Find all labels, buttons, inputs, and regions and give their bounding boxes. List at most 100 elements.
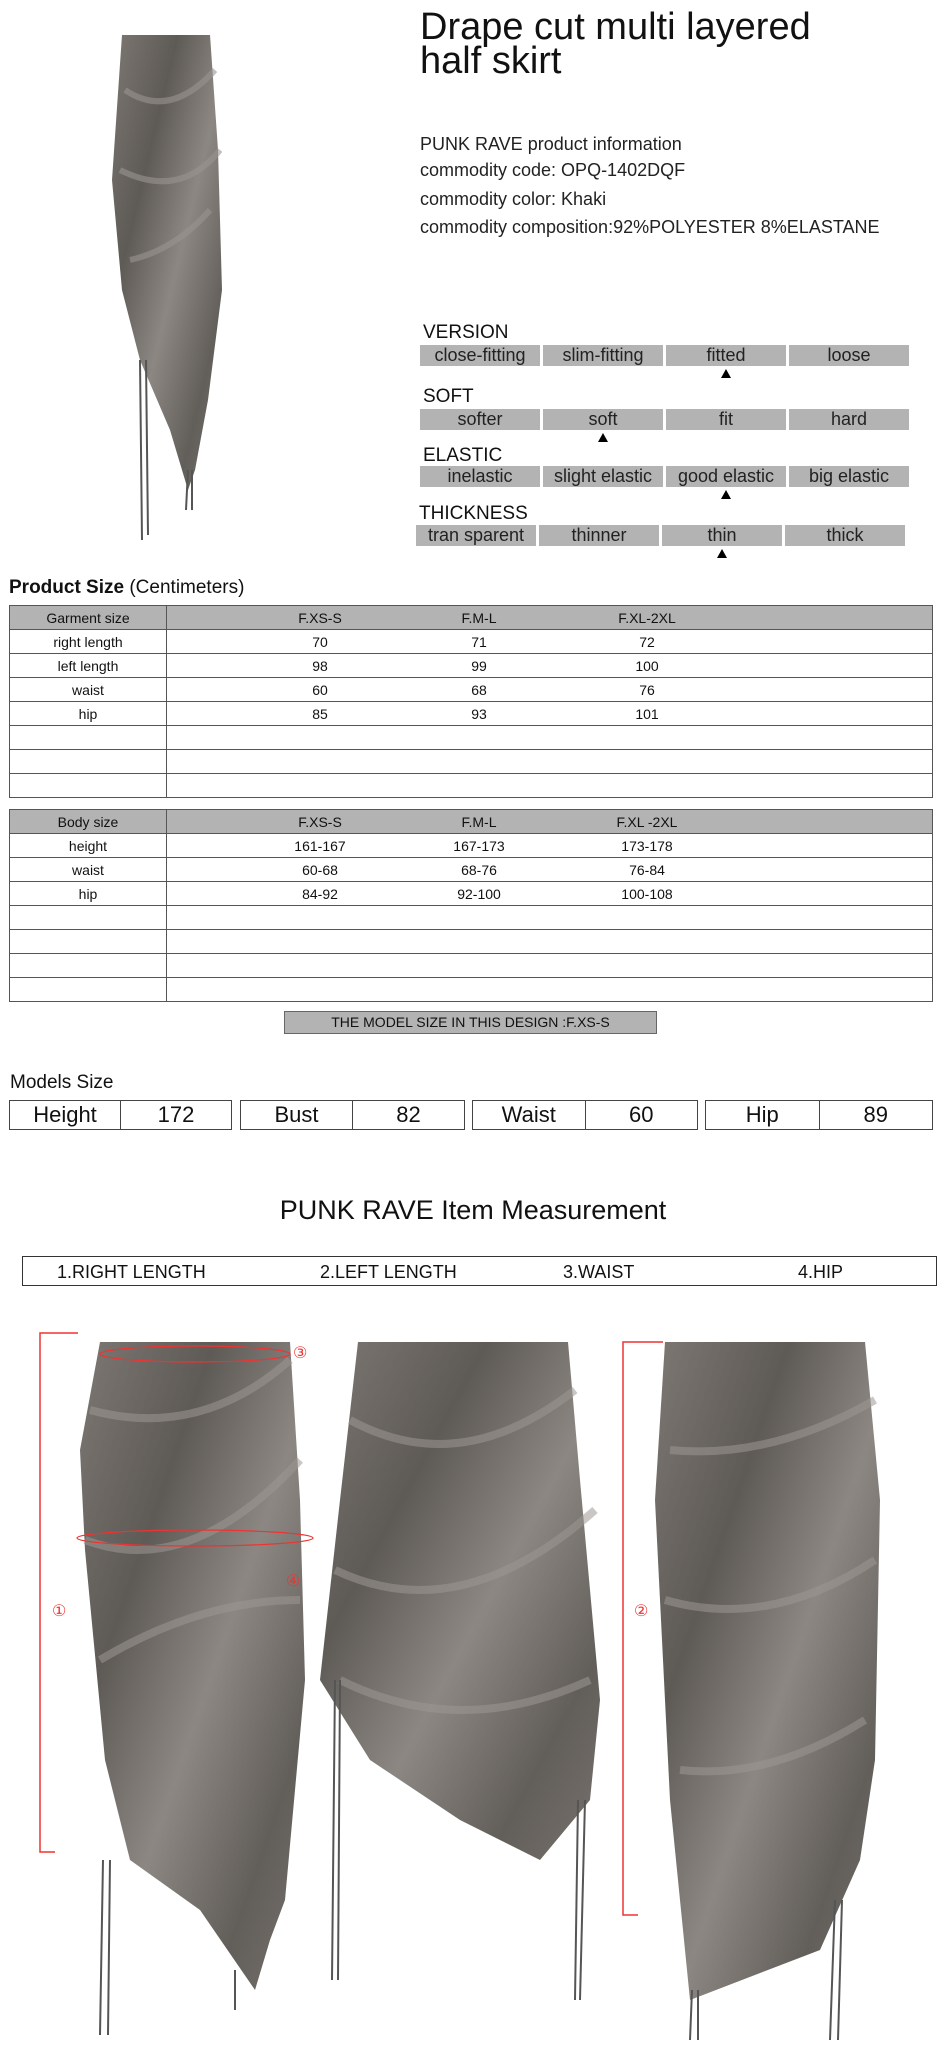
row-label: hip	[9, 881, 167, 906]
cell: 68-76	[461, 861, 497, 878]
attr-scale-soft: softer soft fit hard	[420, 409, 909, 430]
cell: F.XL-2XL	[618, 609, 676, 626]
cell: 100-108	[621, 885, 673, 902]
product-title: Drape cut multi layered half skirt	[420, 6, 811, 82]
attr-label-elastic: ELASTIC	[423, 445, 503, 466]
attr-label-thickness: THICKNESS	[419, 503, 528, 524]
empty-row	[9, 773, 933, 798]
selected-arrow-icon	[598, 433, 608, 442]
model-measure-label: Waist	[473, 1101, 586, 1129]
empty-row	[9, 905, 933, 930]
attr-option: good elastic	[666, 466, 786, 487]
cell: 101	[635, 705, 659, 722]
cell: F.M-L	[461, 813, 497, 830]
attr-option: hard	[789, 409, 909, 430]
model-measure-value: 82	[396, 1102, 421, 1127]
info-code: commodity code: OPQ-1402DQF	[420, 160, 686, 180]
selected-arrow-icon	[717, 549, 727, 558]
row-label: hip	[9, 701, 167, 726]
cell: F.XL -2XL	[616, 813, 678, 830]
cell: 98	[312, 657, 328, 674]
attr-scale-elastic: inelastic slight elastic good elastic big e…	[420, 466, 909, 487]
cell: 84-92	[302, 885, 338, 902]
skirt-front-image: ① ③ ④	[39, 1332, 314, 2036]
model-bust: Bust 82	[240, 1100, 465, 1130]
cell: 85	[312, 705, 328, 722]
attr-option: inelastic	[420, 466, 540, 487]
attr-option: close-fitting	[420, 345, 540, 366]
empty-row	[9, 749, 933, 774]
attr-option: thin	[662, 525, 782, 546]
label-waist: 3.WAIST	[563, 1262, 635, 1282]
attr-option: thick	[785, 525, 905, 546]
body-size-table: Body size F.XS-S F.M-L F.XL -2XL height 161-1…	[9, 809, 933, 1002]
cell: 60	[312, 681, 328, 698]
label-left-length: 2.LEFT LENGTH	[320, 1262, 457, 1282]
attr-option: fit	[666, 409, 786, 430]
garment-size-table: Garment size F.XS-S F.M-L F.XL-2XL right len…	[9, 605, 933, 798]
empty-row	[9, 977, 933, 1002]
attr-option: fitted	[666, 345, 786, 366]
marker-3: ③	[293, 1345, 307, 1362]
attr-scale-version: close-fitting slim-fitting fitted loose	[420, 345, 909, 366]
label-right-length: 1.RIGHT LENGTH	[57, 1262, 206, 1282]
model-measure-value: 172	[157, 1102, 195, 1127]
measurement-title: PUNK RAVE Item Measurement	[279, 1195, 667, 1225]
cell: 76-84	[629, 861, 665, 878]
selected-arrow-icon	[721, 490, 731, 499]
table-row: hip 84-92 92-100 100-108	[9, 881, 933, 906]
cell: 72	[639, 633, 655, 650]
attr-label-version: VERSION	[423, 322, 509, 343]
attr-option: slim-fitting	[543, 345, 663, 366]
model-measure-label: Hip	[706, 1101, 820, 1129]
skirt-back-image: ②	[622, 1341, 880, 2041]
marker-4: ④	[286, 1573, 300, 1590]
row-label: waist	[9, 857, 167, 882]
table-row: hip 85 93 101	[9, 701, 933, 726]
attr-option: slight elastic	[543, 466, 663, 487]
info-color: commodity color: Khaki	[420, 189, 607, 209]
empty-row	[9, 725, 933, 750]
cell: 92-100	[457, 885, 501, 902]
cell: 93	[471, 705, 487, 722]
cell: 68	[471, 681, 487, 698]
table-row: Body size F.XS-S F.M-L F.XL -2XL	[9, 809, 933, 834]
cell: 173-178	[621, 837, 673, 854]
measurement-labels: 1.RIGHT LENGTH 2.LEFT LENGTH 3.WAIST 4.H…	[22, 1256, 937, 1286]
marker-2: ②	[634, 1603, 648, 1620]
model-height: Height 172	[9, 1100, 232, 1130]
table-row: waist 60 68 76	[9, 677, 933, 702]
attr-option: loose	[789, 345, 909, 366]
marker-1: ①	[52, 1603, 66, 1620]
cell: F.M-L	[461, 609, 497, 626]
info-brand: PUNK RAVE product information	[420, 134, 682, 154]
empty-row	[9, 953, 933, 978]
cell: 76	[639, 681, 655, 698]
attr-option: softer	[420, 409, 540, 430]
row-label: waist	[9, 677, 167, 702]
table-row: left length 98 99 100	[9, 653, 933, 678]
model-hip: Hip 89	[705, 1100, 933, 1130]
attr-option: soft	[543, 409, 663, 430]
row-label: height	[9, 833, 167, 858]
cell: F.XS-S	[298, 813, 342, 830]
cell: 60-68	[302, 861, 338, 878]
product-size-title: Product Size (Centimeters)	[9, 577, 245, 598]
attr-option: thinner	[539, 525, 659, 546]
info-composition: commodity composition:92%POLYESTER 8%ELA…	[420, 217, 880, 237]
row-label: right length	[9, 629, 167, 654]
table-row: waist 60-68 68-76 76-84	[9, 857, 933, 882]
cell: 99	[471, 657, 487, 674]
table-row: right length 70 71 72	[9, 629, 933, 654]
attr-option: big elastic	[789, 466, 909, 487]
skirt-side-image	[320, 1342, 600, 2001]
model-measure-value: 89	[863, 1102, 888, 1127]
cell: 167-173	[453, 837, 505, 854]
label-hip: 4.HIP	[798, 1262, 844, 1282]
table-row: Garment size F.XS-S F.M-L F.XL-2XL	[9, 605, 933, 630]
cell: 100	[635, 657, 659, 674]
model-measure-label: Bust	[241, 1101, 353, 1129]
attr-option: tran sparent	[416, 525, 536, 546]
model-waist: Waist 60	[472, 1100, 698, 1130]
cell: 161-167	[294, 837, 346, 854]
